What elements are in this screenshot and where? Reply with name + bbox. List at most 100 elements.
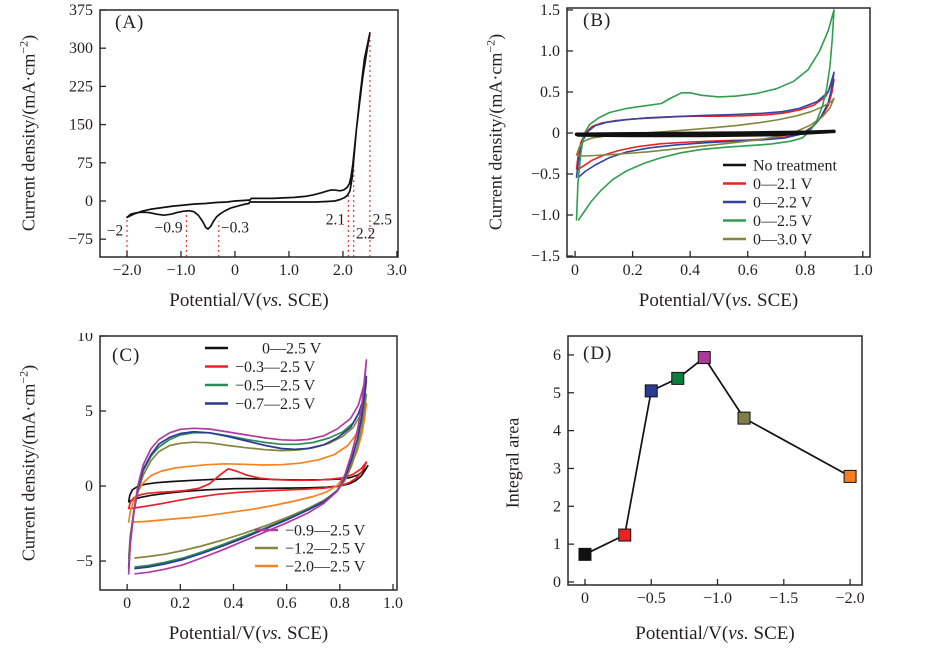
y-tick-label: 6 [553,347,561,364]
x-tick-label: −2.0 [836,590,865,607]
series--0-9-2-5-v [127,359,368,575]
x-axis-title-text: SCE) [282,290,329,311]
data-point-marker [697,351,711,365]
panel-d-label: (D) [583,343,613,364]
series-no-treatment [574,129,836,138]
annotation-label: 2.1 [326,211,345,228]
x-tick-label: 0.6 [738,262,758,279]
x-tick-label: 1.0 [279,262,299,279]
y-tick-label: 3 [553,460,561,477]
series--0-7-2-5-v [127,375,368,570]
legend-label: −0.5—2.5 V [235,378,316,395]
annotation-label: 2.5 [373,211,393,228]
panel-d: 0 −0.5 −1.0 −1.5 −2.0 0 1 2 3 4 5 6 (D) Potential/V… [475,333,950,666]
plot-frame [99,335,398,591]
series-cv-curve [126,32,371,230]
y-tick-label: −75 [68,231,93,248]
plot-frame [567,335,863,586]
y-tick-label: 0 [553,574,561,591]
x-axis-title-text: SCE) [752,290,799,311]
y-tick-label: 1.0 [540,43,560,60]
y-tick-label: 1 [553,536,561,553]
legend-label: 0—2.1 V [753,176,813,193]
panel-c-svg: 0 0.2 0.4 0.6 0.8 1.0 −5 0 5 10 0—2.5 V−0.3—2.5 V −… [76,333,403,612]
y-tick-label: −1.5 [531,248,560,265]
panel-c-label: (C) [112,345,141,366]
y-tick-label: 225 [69,78,93,95]
x-axis-title-vs: vs. [262,290,283,311]
y-axis-title-text: Integral area [502,417,523,509]
y-tick-label: 150 [69,117,93,134]
y-axis-title-text: Current density/(mA·cm [18,383,39,562]
data-point-marker [737,411,751,425]
legend-label: −0.7—2.5 V [235,396,316,413]
panel-b-plot: 0 0.2 0.4 0.6 0.8 1.0 −1.5 −1.0 −0.5 0 0.5 1.0 1.5 No… [531,2,873,279]
x-tick-label: 0.6 [277,595,297,612]
legend-label: 0—3.0 V [753,232,813,249]
plot-frame [99,9,399,258]
data-point-marker [671,371,685,385]
panel-c-plot: 0 0.2 0.4 0.6 0.8 1.0 −5 0 5 10 0—2.5 V−0.3—2.5 V −… [76,333,403,612]
x-axis-title-text: SCE) [748,623,795,644]
panel-d-svg: 0 −0.5 −1.0 −1.5 −2.0 0 1 2 3 4 5 6 [553,335,865,607]
legend-label: −2.0—2.5 V [285,559,366,576]
panel-a-x-axis-title: Potential/V(vs. SCE) [100,290,398,312]
y-tick-label: 75 [77,155,93,172]
y-axis-title-text: ) [18,364,39,371]
series-integral-area-line [584,356,851,556]
panel-d-y-axis-title: Integral area [501,418,524,508]
x-tick-label: 1.0 [853,262,873,279]
y-axis-title-sup: −2 [16,370,31,384]
x-tick-label: 0.8 [330,595,350,612]
y-axis-title-sup: −2 [483,39,498,53]
legend-label: −0.3—2.5 V [235,359,316,376]
y-axis-title-text: Current density/(mA·cm [18,53,39,232]
x-tick-label: −2.0 [112,262,141,279]
series-0-2-2-v [575,71,835,179]
y-axis-title-sup: −2 [16,40,31,54]
x-tick-label: 1.0 [383,595,403,612]
y-tick-label: 375 [69,2,93,19]
panel-a-svg: −2.0 −1.0 0 1.0 2.0 3.0 −75 0 75 150 225 300 375 −2 −0… [68,2,407,279]
panel-c-y-axis-title: Current density/(mA·cm−2) [17,365,40,561]
x-tick-label: 0 [123,595,131,612]
series-0-2-5-v [575,9,835,221]
y-tick-label: 0 [552,125,560,142]
legend-label: −0.9—2.5 V [285,523,366,540]
annotation-label: −0.3 [221,219,249,236]
x-tick-label: −1.5 [769,590,798,607]
y-tick-label: 2 [553,498,561,515]
legend-label: 0—2.5 V [262,341,322,358]
series-0-2-5-v [127,464,369,503]
panel-b: 0 0.2 0.4 0.6 0.8 1.0 −1.5 −1.0 −0.5 0 0.5 1.0 1.5 No… [475,0,950,333]
y-tick-label: 0 [85,478,93,495]
legend-label: 0—2.5 V [753,213,813,230]
x-tick-label: −1.0 [166,262,195,279]
series--0-3-2-5-v [127,461,368,510]
data-point-marker [843,469,857,483]
panel-b-y-axis-title: Current density/(mA·cm−2) [484,34,507,230]
y-tick-label: −1.0 [531,207,560,224]
data-point-marker [578,547,592,561]
x-axis-title-text: Potential/V( [168,623,262,644]
y-tick-label: −0.5 [531,166,560,183]
x-axis-title-vs: vs. [728,623,749,644]
x-tick-label: 0.2 [623,262,643,279]
panel-c-x-axis-title: Potential/V(vs. SCE) [100,623,397,645]
panel-b-x-axis-title: Potential/V(vs. SCE) [567,290,870,312]
x-axis-title-text: Potential/V( [635,623,729,644]
y-tick-label: 5 [553,385,561,402]
x-tick-label: 0 [231,262,239,279]
series--1-2-2-5-v [127,393,368,559]
panel-a: −2.0 −1.0 0 1.0 2.0 3.0 −75 0 75 150 225 300 375 −2 −0… [0,0,475,333]
x-tick-label: 0 [571,262,579,279]
y-axis-title-text: Current density/(mA·cm [485,52,506,231]
y-tick-label: 1.5 [540,2,560,19]
y-axis-title-text: ) [18,34,39,41]
x-axis-title-text: Potential/V( [169,290,263,311]
legend-label: −1.2—2.5 V [285,541,366,558]
y-axis-title-text: ) [485,33,506,40]
x-tick-label: 3.0 [387,262,407,279]
panel-c: 0 0.2 0.4 0.6 0.8 1.0 −5 0 5 10 0—2.5 V −0.3—2.5 V −… [0,333,475,666]
